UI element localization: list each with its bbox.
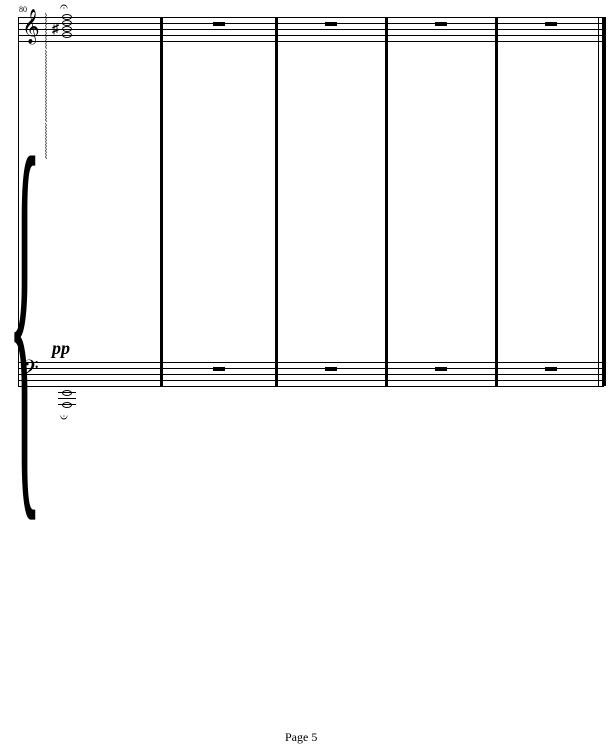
system-barline-left (18, 17, 19, 386)
ledger-line (58, 398, 76, 399)
staff-line (18, 380, 604, 381)
staff-line (18, 29, 604, 30)
final-barline-thin (598, 17, 599, 386)
dynamic-pp: pp (52, 338, 70, 359)
ledger-line (58, 392, 76, 393)
arpeggio-line: ⌇⌇⌇⌇⌇⌇⌇⌇⌇⌇⌇⌇⌇⌇⌇⌇⌇⌇⌇⌇⌇⌇⌇⌇ (44, 14, 50, 160)
barline (160, 17, 163, 386)
fermata-bass: 𝄐 (60, 408, 68, 424)
barline (495, 17, 498, 386)
barline (385, 17, 388, 386)
whole-rest (325, 22, 337, 26)
staff-line (18, 386, 604, 387)
staff-line (18, 368, 604, 369)
page-number: Page 5 (285, 730, 317, 745)
staff-line (18, 374, 604, 375)
system-brace: { (8, 63, 42, 567)
ledger-line (58, 404, 76, 405)
whole-note (62, 390, 72, 396)
whole-note (62, 32, 72, 38)
staff-line (18, 23, 604, 24)
barline (275, 17, 278, 386)
staff-line (18, 35, 604, 36)
final-barline-thick (602, 17, 606, 386)
staff-line (18, 41, 604, 42)
staff-line (18, 362, 604, 363)
whole-rest (213, 22, 225, 26)
staff-line (18, 17, 604, 18)
whole-rest (435, 367, 447, 371)
bass-clef: 𝄢 (22, 356, 39, 387)
fermata-treble: 𝄐 (60, 0, 68, 16)
whole-rest (213, 367, 225, 371)
whole-rest (545, 367, 557, 371)
whole-rest (325, 367, 337, 371)
sharp-accidental: ♯ (52, 22, 59, 38)
treble-clef: 𝄞 (22, 10, 40, 44)
score-page: 80 { 𝄞 𝄢 ⌇⌇⌇⌇⌇⌇⌇⌇⌇⌇⌇⌇⌇⌇⌇⌇⌇⌇⌇⌇⌇⌇⌇⌇ ♯ 𝄐 𝄐 … (0, 0, 610, 430)
whole-rest (435, 22, 447, 26)
whole-rest (545, 22, 557, 26)
